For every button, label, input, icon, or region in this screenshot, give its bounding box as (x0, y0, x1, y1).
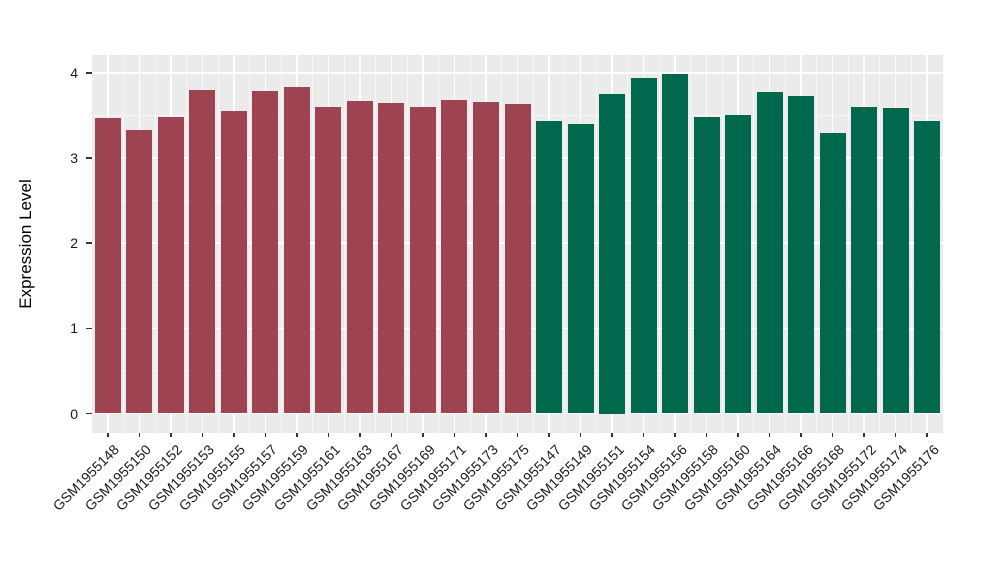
bar (252, 90, 279, 414)
plot-panel (92, 55, 943, 433)
y-tick (86, 327, 92, 330)
minor-gridline-x (501, 55, 503, 433)
minor-gridline-x (595, 55, 597, 433)
x-tick (705, 433, 708, 437)
x-tick (359, 433, 361, 437)
minor-gridline-x (438, 55, 440, 433)
bar (662, 73, 689, 414)
x-tick (516, 433, 519, 437)
minor-gridline-x (847, 55, 849, 433)
minor-gridline-x (532, 55, 534, 433)
x-tick (611, 433, 613, 437)
bar (788, 95, 815, 414)
bar (189, 89, 216, 414)
x-tick (579, 433, 582, 437)
x-tick (926, 433, 928, 437)
x-tick (831, 433, 834, 437)
minor-gridline-x (753, 55, 755, 433)
minor-gridline-x (627, 55, 629, 433)
bar (756, 92, 783, 414)
minor-gridline-x (406, 55, 408, 433)
y-tick-label: 3 (70, 150, 78, 167)
minor-gridline-x (690, 55, 692, 433)
y-tick (86, 242, 92, 244)
minor-gridline-x (658, 55, 660, 433)
bar (378, 102, 405, 414)
x-tick (674, 433, 676, 437)
minor-gridline-x (375, 55, 377, 433)
minor-gridline-x (721, 55, 723, 433)
minor-gridline-x (469, 55, 471, 433)
x-tick (390, 433, 393, 437)
y-tick-label: 4 (70, 64, 78, 81)
minor-gridline-x (564, 55, 566, 433)
x-tick (138, 433, 141, 437)
minor-gridline-x (123, 55, 125, 433)
y-tick (86, 157, 92, 159)
bar (220, 111, 247, 414)
x-tick (233, 433, 235, 437)
x-tick (894, 433, 897, 437)
x-tick (107, 433, 109, 437)
bar (441, 100, 468, 414)
y-tick (86, 72, 92, 74)
x-tick (170, 433, 172, 437)
minor-gridline-x (910, 55, 912, 433)
x-tick (296, 433, 298, 437)
y-axis-title: Expression Level (16, 179, 35, 309)
x-tick (201, 433, 204, 437)
minor-gridline-x (343, 55, 345, 433)
x-tick (642, 433, 645, 437)
x-tick (737, 433, 739, 437)
bar (472, 101, 499, 414)
minor-gridline-x (186, 55, 188, 433)
y-tick-label: 0 (70, 405, 78, 422)
minor-gridline-x (280, 55, 282, 433)
minor-gridline-x (217, 55, 219, 433)
bar (94, 118, 121, 414)
bar (126, 129, 153, 414)
bar (599, 94, 626, 414)
minor-gridline-x (784, 55, 786, 433)
x-tick (453, 433, 456, 437)
bar (536, 121, 563, 414)
x-axis: GSM1955148 GSM1955150 GSM1955152 GSM1955153… (50, 433, 943, 580)
bar (346, 100, 373, 414)
y-tick-label: 2 (70, 235, 78, 252)
minor-gridline-x (312, 55, 314, 433)
x-tick (485, 433, 487, 437)
minor-gridline-x (816, 55, 818, 433)
bar (567, 123, 594, 414)
x-tick (768, 433, 771, 437)
bar (882, 107, 909, 414)
x-tick (800, 433, 802, 437)
y-tick (86, 412, 92, 415)
x-tick (548, 433, 550, 437)
bar (409, 106, 436, 414)
x-tick (422, 433, 424, 437)
minor-gridline-x (154, 55, 156, 433)
bar (819, 132, 846, 414)
bar (630, 78, 657, 414)
bar (914, 121, 941, 414)
bar (851, 106, 878, 414)
x-tick (264, 433, 267, 437)
bar (504, 104, 531, 414)
x-tick (863, 433, 865, 437)
bar (315, 106, 342, 414)
x-tick (327, 433, 330, 437)
minor-gridline-x (879, 55, 881, 433)
bar (725, 114, 752, 414)
bar (283, 86, 310, 414)
bar (693, 117, 720, 414)
y-axis: 0 1 2 3 4 (0, 55, 92, 433)
bar (157, 117, 184, 414)
minor-gridline-x (249, 55, 251, 433)
y-tick-label: 1 (70, 320, 78, 337)
